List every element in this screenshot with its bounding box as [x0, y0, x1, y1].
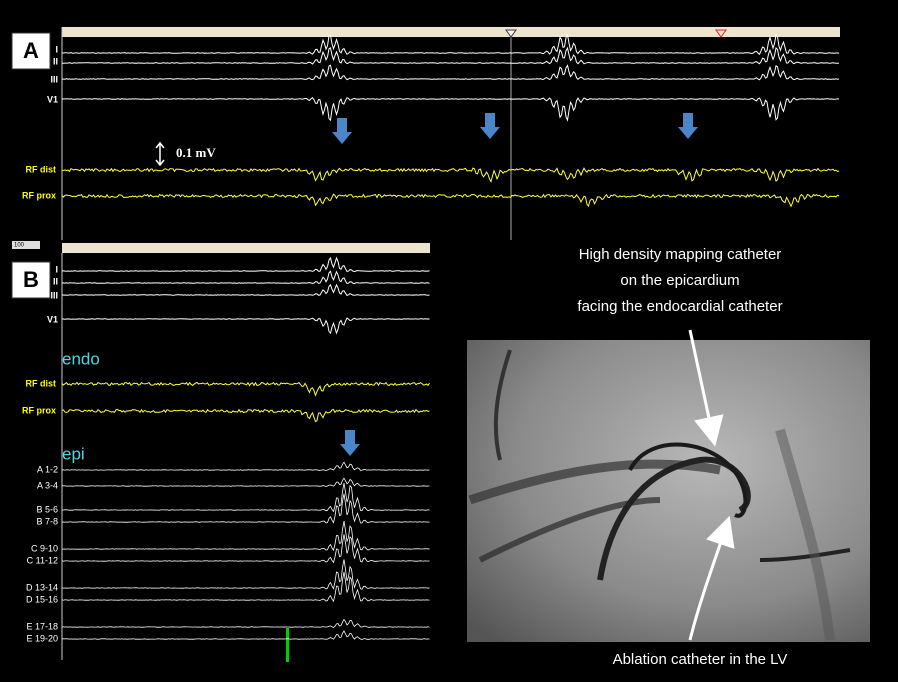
- lead-label: III: [50, 290, 58, 300]
- panel-label: A: [23, 38, 39, 63]
- ecg-trace: [61, 64, 840, 81]
- ecg-trace: [61, 270, 430, 285]
- lead-label: RF dist: [26, 378, 57, 388]
- blue-arrow: [332, 118, 352, 144]
- ecg-trace: [61, 96, 840, 122]
- ecg-trace: [62, 33, 840, 56]
- toolbar: [62, 243, 430, 253]
- lead-label: C 11-12: [27, 555, 58, 565]
- ecg-trace: [61, 317, 430, 335]
- ecg-trace: [61, 493, 430, 524]
- lead-label: V1: [47, 314, 58, 324]
- lead-label: E 19-20: [26, 633, 58, 643]
- lead-label: RF prox: [22, 190, 56, 200]
- epi-label: epi: [62, 444, 85, 463]
- panel-label-box: [11, 261, 51, 299]
- endo-label: endo: [62, 349, 100, 368]
- blue-arrow: [678, 113, 698, 139]
- ecg-trace: [62, 630, 430, 640]
- ecg-trace: [61, 381, 430, 397]
- lead-label: E 17-18: [26, 621, 58, 631]
- annotation: Ablation catheter in the LV: [613, 651, 788, 668]
- zoom-value: 100: [14, 243, 25, 249]
- ecg-trace: [61, 167, 840, 183]
- lead-label: D 15-16: [26, 594, 58, 604]
- scale-arrow: [155, 141, 165, 167]
- ecg-trace: [61, 534, 430, 564]
- annotation: High density mapping catheter: [579, 246, 782, 263]
- annotation: facing the endocardial catheter: [577, 298, 782, 315]
- ecg-trace: [61, 483, 430, 513]
- lead-label: II: [53, 56, 58, 66]
- lead-label: D 13-14: [26, 582, 58, 592]
- marker: [715, 29, 727, 38]
- pointer-arrow: [688, 515, 735, 641]
- lead-label: II: [53, 276, 58, 286]
- blue-arrow: [340, 430, 360, 456]
- pointer-arrow: [688, 329, 724, 447]
- lead-label: I: [55, 44, 58, 54]
- lead-label: RF dist: [26, 164, 57, 174]
- lead-label: B 7-8: [36, 516, 58, 526]
- lead-label: A 1-2: [37, 464, 58, 474]
- ecg-trace: [62, 521, 430, 552]
- lead-label: A 3-4: [37, 480, 58, 490]
- cursor-marker: [505, 29, 517, 38]
- annotation: on the epicardium: [620, 272, 739, 289]
- lead-label: B 5-6: [36, 504, 58, 514]
- ecg-trace: [61, 256, 430, 273]
- lead-label: V1: [47, 94, 58, 104]
- ecg-trace: [61, 571, 430, 603]
- lead-label: I: [55, 264, 58, 274]
- ecg-trace: [61, 461, 430, 471]
- toolbar: [62, 27, 840, 37]
- ecg-trace: [61, 408, 430, 423]
- fluoroscopy-image: [467, 340, 870, 642]
- blue-arrow: [480, 113, 500, 139]
- ecg-trace: [61, 283, 430, 297]
- lead-label: III: [50, 74, 58, 84]
- panel-label: B: [23, 267, 39, 292]
- ecg-trace: [62, 46, 840, 65]
- ecg-trace: [61, 559, 430, 590]
- zoom-select[interactable]: [12, 241, 40, 249]
- lead-label: C 9-10: [31, 543, 58, 553]
- marker: [286, 628, 289, 662]
- ecg-trace: [61, 477, 430, 487]
- panel-label-box: [11, 32, 51, 70]
- ecg-trace: [61, 618, 430, 628]
- lead-label: RF prox: [22, 405, 56, 415]
- ecg-trace: [61, 193, 840, 208]
- scale-label: 0.1 mV: [176, 145, 216, 160]
